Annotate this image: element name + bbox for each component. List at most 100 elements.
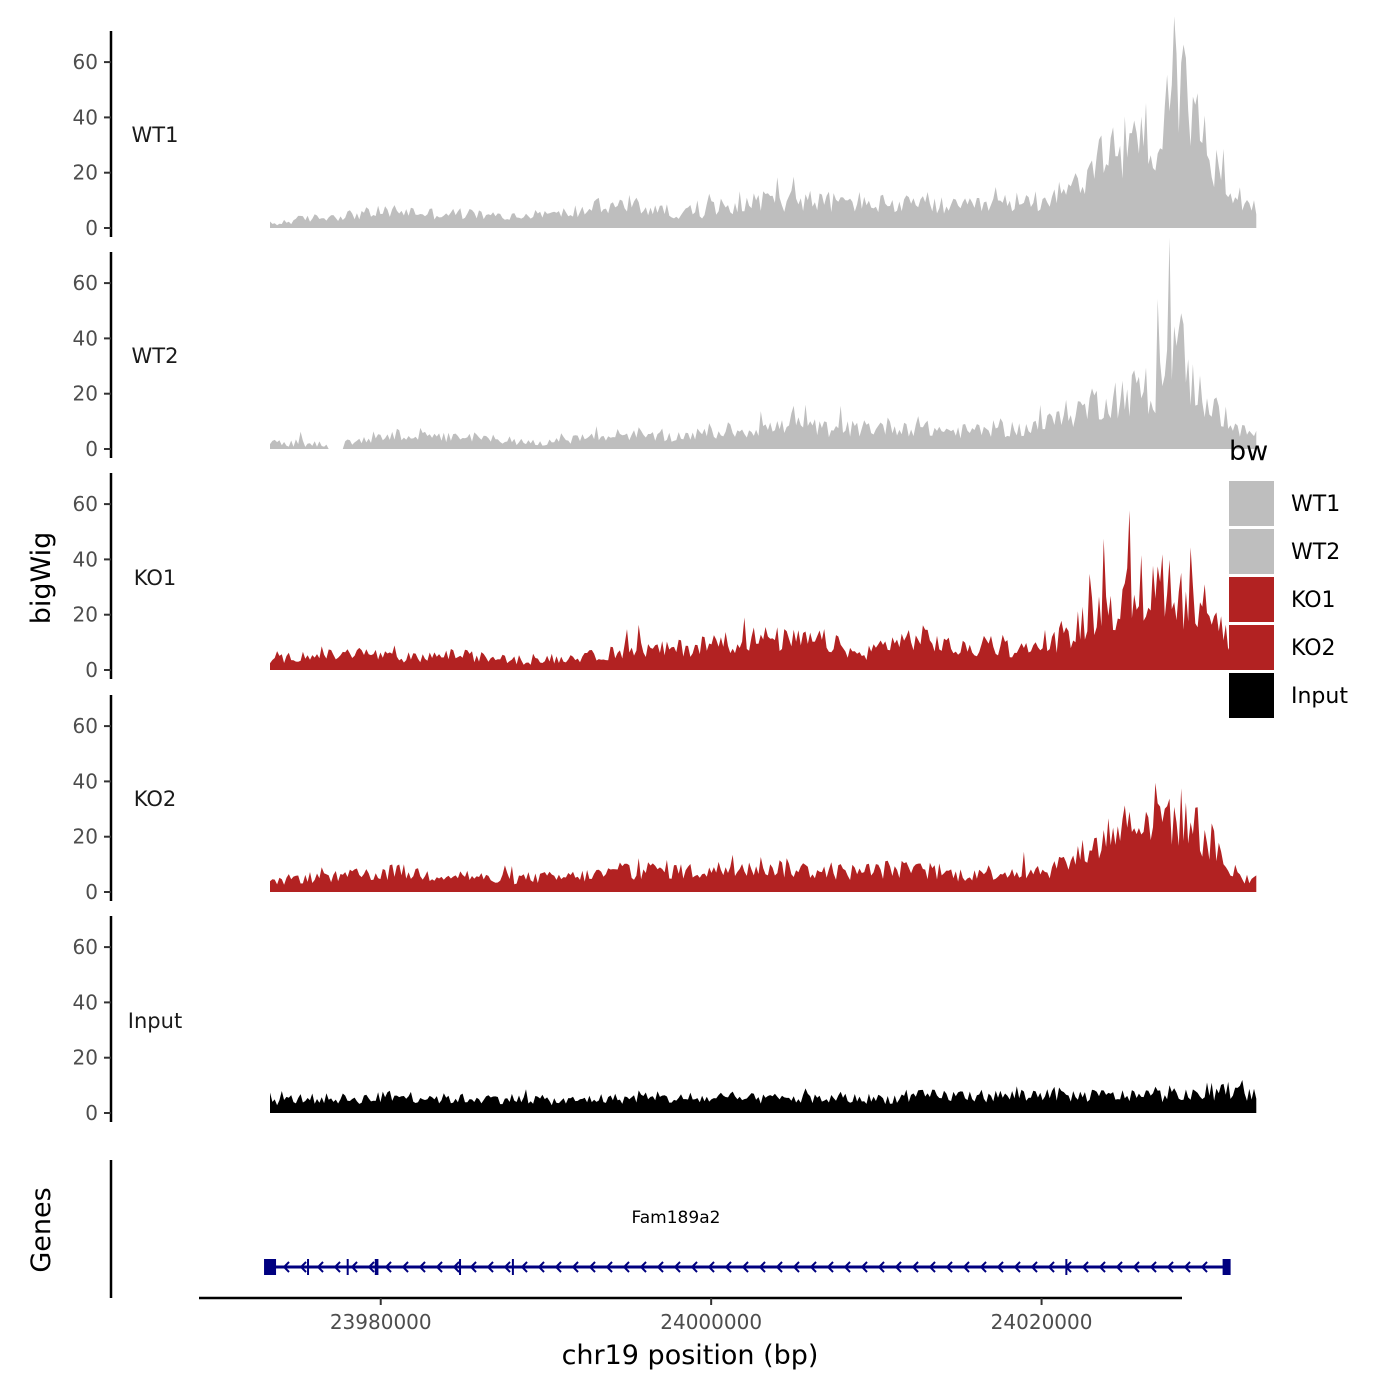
y-tick-label-ko2-0: 0 — [85, 880, 98, 904]
strand-arrow-icon — [826, 1261, 834, 1273]
strand-arrow-icon — [316, 1261, 324, 1273]
strand-arrow-icon — [894, 1261, 902, 1273]
strand-arrow-icon — [928, 1261, 936, 1273]
track-panel-wt2: 0 20 40 60 — [73, 237, 1257, 461]
strand-arrow-icon — [945, 1261, 953, 1273]
signal-area-wt1 — [270, 16, 1257, 229]
strand-arrow-icon — [486, 1261, 494, 1273]
y-tick-label-ko2-40: 40 — [73, 769, 98, 793]
strand-arrow-icon — [1013, 1261, 1021, 1273]
strand-arrow-icon — [690, 1261, 698, 1273]
x-axis-ticks: 23980000 24000000 24020000 — [330, 1298, 1093, 1334]
gene-exon — [376, 1259, 379, 1275]
strand-arrow-icon — [554, 1261, 562, 1273]
strand-arrow-icon — [758, 1261, 766, 1273]
y-axis-title: bigWig — [26, 532, 57, 625]
signal-area-input — [270, 1080, 1257, 1113]
gene-exon — [1222, 1259, 1231, 1275]
strand-arrow-icon — [1149, 1261, 1157, 1273]
strand-arrow-icon — [911, 1261, 919, 1273]
strand-arrow-icon — [877, 1261, 885, 1273]
gene-exon — [346, 1259, 349, 1275]
strand-arrow-icon — [605, 1261, 613, 1273]
strand-arrow-icon — [860, 1261, 868, 1273]
strand-arrow-icon — [299, 1261, 307, 1273]
strand-arrow-icon — [639, 1261, 647, 1273]
legend-swatch-wt2 — [1229, 529, 1274, 574]
strand-arrow-icon — [741, 1261, 749, 1273]
strand-arrow-icon — [996, 1261, 1004, 1273]
strand-arrow-icon — [1200, 1261, 1208, 1273]
track-label-ko1: KO1 — [134, 566, 177, 590]
signal-area-wt2 — [270, 237, 1257, 449]
strand-arrow-icon — [418, 1261, 426, 1273]
y-tick-label-ko2-20: 20 — [73, 825, 98, 849]
legend-label-ko2: KO2 — [1291, 636, 1336, 661]
y-tick-label-input-40: 40 — [73, 990, 98, 1014]
legend-label-ko1: KO1 — [1291, 588, 1336, 613]
legend-swatch-ko1 — [1229, 577, 1274, 622]
signal-area-ko2 — [270, 782, 1257, 892]
y-tick-label-wt2-20: 20 — [73, 382, 98, 406]
strand-arrow-icon — [401, 1261, 409, 1273]
strand-arrow-icon — [843, 1261, 851, 1273]
gene-exon — [374, 1259, 377, 1275]
y-tick-label-ko1-40: 40 — [73, 547, 98, 571]
strand-arrow-icon — [469, 1261, 477, 1273]
track-panel-ko1: 0 20 40 60 — [73, 473, 1257, 682]
strand-arrow-icon — [384, 1261, 392, 1273]
strand-arrow-icon — [792, 1261, 800, 1273]
y-tick-label-ko1-20: 20 — [73, 603, 98, 627]
strand-arrow-icon — [1183, 1261, 1191, 1273]
legend-label-input: Input — [1291, 684, 1348, 709]
strand-arrow-icon — [1166, 1261, 1174, 1273]
signal-area-ko1 — [270, 510, 1257, 670]
strand-arrow-icon — [809, 1261, 817, 1273]
strand-arrow-icon — [1047, 1261, 1055, 1273]
strand-arrow-icon — [537, 1261, 545, 1273]
strand-arrow-icon — [1132, 1261, 1140, 1273]
strand-arrow-icon — [673, 1261, 681, 1273]
gene-name-label: Fam189a2 — [632, 1208, 721, 1228]
y-tick-label-wt1-0: 0 — [85, 216, 98, 240]
strand-arrow-icon — [1081, 1261, 1089, 1273]
strand-arrow-icon — [707, 1261, 715, 1273]
gene-exon — [1065, 1259, 1068, 1275]
track-label-ko2: KO2 — [134, 787, 177, 811]
gene-exon — [264, 1259, 277, 1275]
track-label-wt1: WT1 — [132, 123, 179, 147]
genes-panel-title: Genes — [26, 1187, 57, 1272]
legend: bw WT1 WT2 KO1 KO2 Input — [1229, 436, 1348, 718]
strand-arrow-icon — [962, 1261, 970, 1273]
strand-arrow-icon — [333, 1261, 341, 1273]
legend-swatch-input — [1229, 673, 1274, 718]
strand-arrow-icon — [367, 1261, 375, 1273]
y-tick-label-ko2-60: 60 — [73, 714, 98, 738]
x-tick-label-23980000: 23980000 — [330, 1310, 432, 1334]
y-tick-label-ko1-60: 60 — [73, 492, 98, 516]
y-tick-label-input-20: 20 — [73, 1046, 98, 1070]
legend-title: bw — [1229, 436, 1268, 467]
y-tick-label-wt1-60: 60 — [73, 50, 98, 74]
legend-label-wt2: WT2 — [1291, 540, 1340, 565]
track-label-wt2: WT2 — [132, 344, 179, 368]
y-tick-label-input-0: 0 — [85, 1101, 98, 1125]
x-axis-title: chr19 position (bp) — [562, 1340, 819, 1371]
y-tick-label-wt2-60: 60 — [73, 271, 98, 295]
strand-arrow-icon — [503, 1261, 511, 1273]
strand-arrow-icon — [1115, 1261, 1123, 1273]
strand-arrow-icon — [350, 1261, 358, 1273]
legend-swatch-wt1 — [1229, 481, 1274, 526]
track-panels: 0 20 40 60 0 20 40 60 0 20 40 60 0 20 40 60 0 20 40 60 — [73, 16, 1257, 1125]
y-tick-label-ko1-0: 0 — [85, 658, 98, 682]
x-tick-label-24020000: 24020000 — [991, 1310, 1093, 1334]
track-panel-input: 0 20 40 60 — [73, 916, 1257, 1125]
strand-arrow-icon — [520, 1261, 528, 1273]
strand-arrow-icon — [724, 1261, 732, 1273]
gene-track — [264, 1259, 1231, 1275]
track-panel-wt1: 0 20 40 60 — [73, 16, 1257, 240]
gene-exon — [459, 1259, 462, 1275]
y-tick-label-wt2-0: 0 — [85, 437, 98, 461]
y-tick-label-input-60: 60 — [73, 935, 98, 959]
strand-arrow-icon — [588, 1261, 596, 1273]
